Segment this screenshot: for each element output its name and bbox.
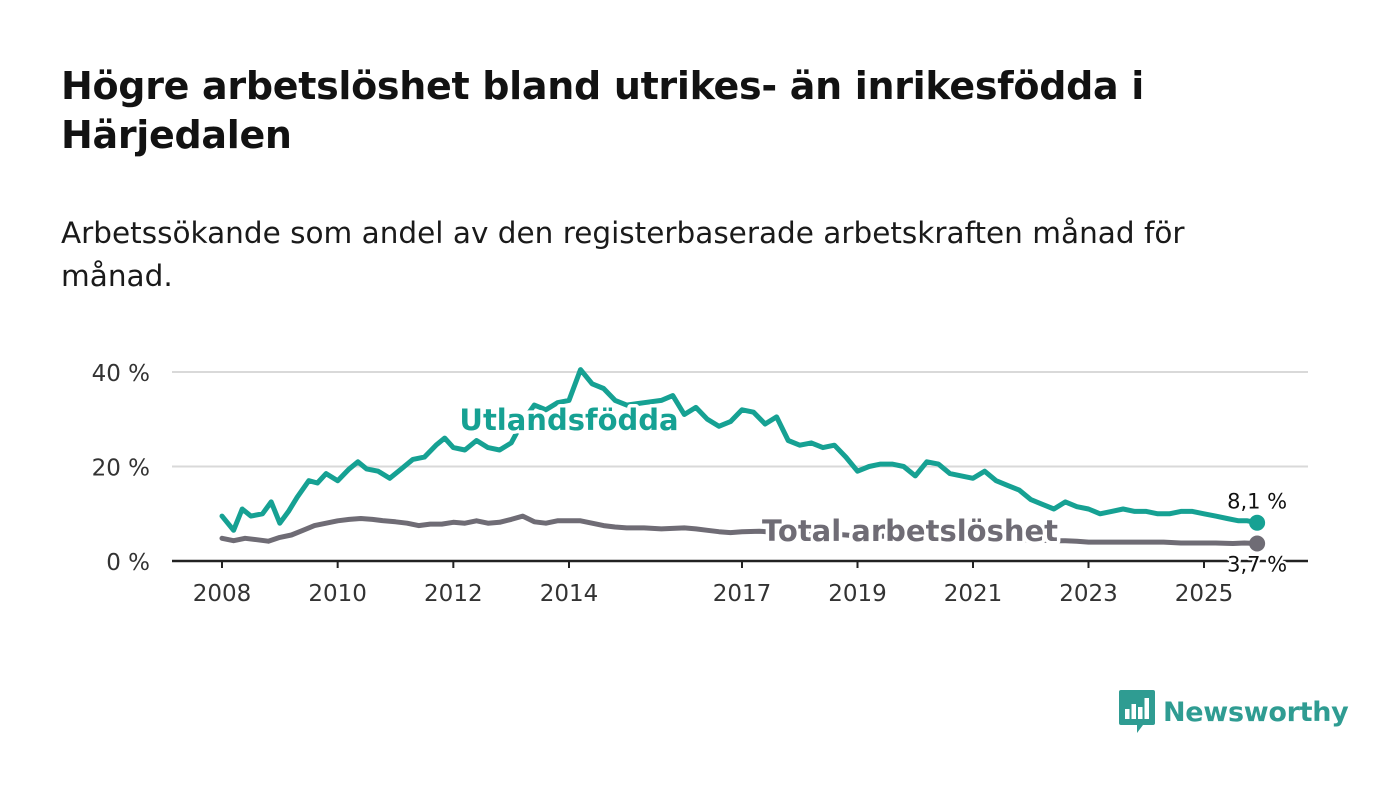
newsworthy-logo-text: Newsworthy bbox=[1163, 696, 1349, 728]
series-end-point-utlandsfodda bbox=[1249, 514, 1266, 531]
x-tick-label-2014: 2014 bbox=[540, 581, 599, 607]
x-tick-label-2023: 2023 bbox=[1059, 581, 1118, 607]
y-tick-label-40: 40 % bbox=[92, 361, 150, 387]
series-label-utlandsfodda: Utlandsfödda bbox=[459, 403, 678, 437]
series-label-total-arbetsloshet: Total arbetslöshet bbox=[762, 514, 1058, 548]
x-tick-label-2025: 2025 bbox=[1175, 581, 1234, 607]
x-tick-label-2012: 2012 bbox=[424, 581, 483, 607]
chart-subtitle: Arbetssökande som andel av den registerb… bbox=[61, 216, 1185, 293]
chart-title: Högre arbetslöshet bland utrikes- än inr… bbox=[61, 64, 1144, 157]
x-tick-label-2010: 2010 bbox=[308, 581, 367, 607]
series-end-label-utlandsfodda: 8,1 % bbox=[1227, 490, 1287, 514]
newsworthy-logo: Newsworthy bbox=[1119, 690, 1349, 734]
newsworthy-logo-icon bbox=[1119, 690, 1155, 733]
x-tick-label-2021: 2021 bbox=[944, 581, 1003, 607]
series-line-total-arbetsloshet bbox=[219, 513, 1260, 546]
y-tick-label-20: 20 % bbox=[92, 456, 150, 482]
x-tick-label-2019: 2019 bbox=[828, 581, 887, 607]
y-tick-label-0: 0 % bbox=[106, 550, 150, 576]
series-end-point-total-arbetsloshet bbox=[1249, 535, 1266, 552]
series-line-utlandsfodda bbox=[219, 367, 1260, 533]
series-end-label-total-arbetsloshet: 3,7 % bbox=[1227, 553, 1287, 577]
x-tick-label-2008: 2008 bbox=[193, 581, 252, 607]
x-tick-label-2017: 2017 bbox=[713, 581, 772, 607]
